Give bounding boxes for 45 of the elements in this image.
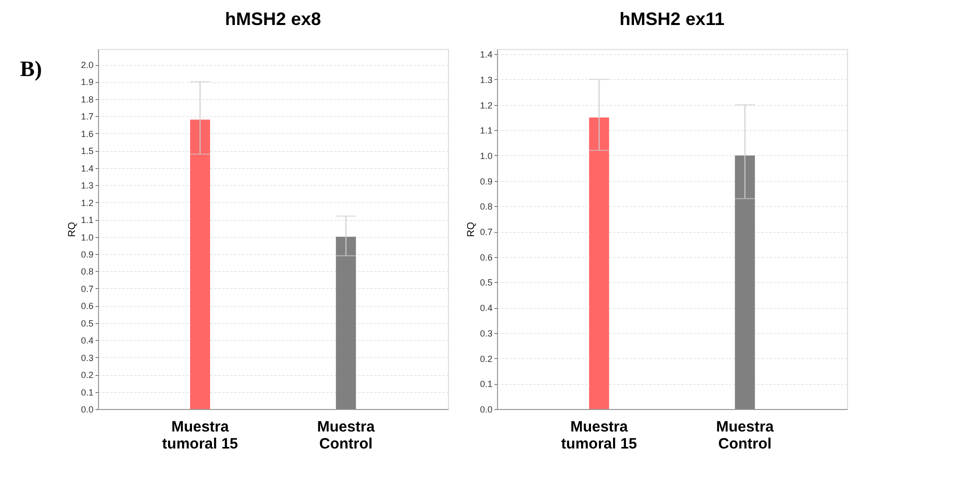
x-tick-label: Muestra tumoral 15	[561, 418, 638, 452]
y-tick-label: 1.3	[480, 74, 492, 85]
y-tick-label: 1.0	[80, 232, 94, 242]
y-tick-label: 0.9	[80, 249, 94, 260]
y-tick-label: 1.4	[80, 163, 94, 174]
chart-title: hMSH2 ex11	[619, 9, 725, 29]
y-tick-label: 0.2	[80, 370, 94, 380]
y-tick-label: 1.9	[80, 77, 94, 88]
y-axis-title: RQ	[466, 222, 477, 237]
y-tick-label: 0.8	[80, 266, 94, 277]
y-tick-label: 2.0	[80, 60, 94, 70]
y-tick-label: 1.4	[480, 50, 492, 60]
y-axis-title: RQ	[66, 222, 78, 237]
y-tick-label: 1.7	[80, 112, 94, 122]
x-tick-label: Muestra tumoral 15	[162, 418, 238, 452]
y-tick-label: 0.6	[480, 252, 492, 262]
chart-title: hMSH2 ex8	[224, 9, 322, 29]
y-tick-label: 1.1	[80, 215, 94, 226]
y-tick-label: 0.8	[480, 202, 492, 212]
y-tick-label: 0.1	[80, 387, 94, 398]
y-tick-label: 1.0	[480, 150, 492, 161]
y-tick-label: 0.6	[80, 301, 94, 312]
y-tick-label: 0.4	[480, 303, 492, 314]
y-tick-label: 1.2	[80, 198, 94, 208]
y-tick-label: 0.2	[480, 354, 492, 364]
y-tick-label: 1.8	[80, 94, 94, 104]
y-tick-label: 0.7	[80, 284, 94, 294]
y-tick-label: 1.2	[480, 100, 492, 110]
x-tick-label: Muestra Control	[317, 418, 376, 452]
y-tick-label: 0.5	[480, 278, 492, 288]
y-tick-label: 0.1	[480, 379, 492, 390]
y-tick-label: 0.0	[80, 404, 94, 414]
y-tick-label: 0.9	[480, 176, 492, 186]
y-tick-label: 0.4	[80, 336, 94, 346]
y-tick-label: 0.5	[80, 318, 94, 328]
y-tick-label: 1.5	[80, 146, 94, 156]
x-tick-label: Muestra Control	[716, 418, 774, 452]
y-tick-label: 1.1	[480, 126, 492, 136]
y-tick-label: 0.3	[80, 352, 94, 363]
y-tick-label: 1.6	[80, 128, 94, 139]
y-tick-label: 0.0	[480, 404, 492, 414]
y-tick-label: 1.3	[80, 180, 94, 191]
y-tick-label: 0.3	[480, 328, 492, 338]
y-tick-label: 0.7	[480, 227, 492, 238]
text: B)	[20, 56, 42, 81]
